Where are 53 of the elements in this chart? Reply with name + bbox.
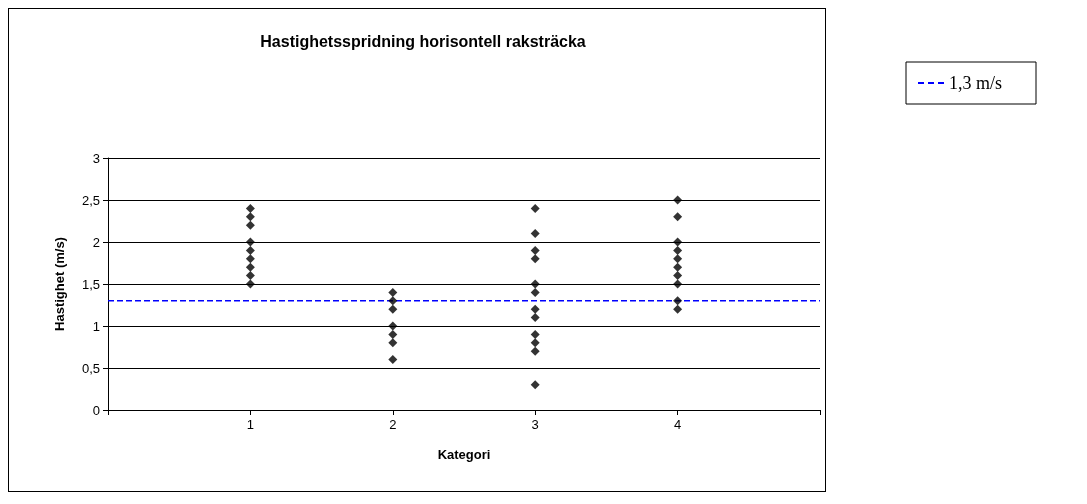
x-tick-label: 1 xyxy=(246,417,255,432)
point xyxy=(673,237,683,247)
point xyxy=(530,229,540,239)
point xyxy=(673,271,683,281)
point xyxy=(530,279,540,289)
point xyxy=(530,254,540,264)
point xyxy=(530,304,540,314)
point xyxy=(388,287,398,297)
point xyxy=(673,304,683,314)
point xyxy=(388,338,398,348)
point xyxy=(673,245,683,255)
point xyxy=(673,254,683,264)
point xyxy=(245,203,255,213)
y-tick-label: 0,5 xyxy=(81,360,100,376)
point xyxy=(530,203,540,213)
y-tick-label: 2 xyxy=(92,234,100,250)
point xyxy=(530,338,540,348)
legend-label: 1,3 m/s xyxy=(949,73,1003,93)
point xyxy=(245,237,255,247)
point xyxy=(673,296,683,306)
point xyxy=(388,304,398,314)
point xyxy=(388,329,398,339)
x-tick-label: 3 xyxy=(531,417,539,432)
point xyxy=(245,262,255,272)
point xyxy=(673,212,683,222)
point xyxy=(673,195,683,205)
point xyxy=(673,262,683,272)
point xyxy=(245,220,255,230)
point xyxy=(530,380,540,390)
point xyxy=(530,346,540,356)
y-tick-label: 3 xyxy=(92,150,100,166)
point xyxy=(673,279,683,289)
point xyxy=(245,271,255,281)
x-tick-label: 4 xyxy=(673,417,682,432)
point xyxy=(245,279,255,289)
point xyxy=(245,254,255,264)
y-tick-label: 0 xyxy=(92,402,100,418)
x-tick-label: 2 xyxy=(389,417,397,432)
point xyxy=(530,245,540,255)
point xyxy=(388,355,398,365)
point xyxy=(245,212,255,222)
chart-title: Hastighetsspridning horisontell raksträcka xyxy=(260,32,586,50)
point xyxy=(530,287,540,297)
point xyxy=(530,329,540,339)
point xyxy=(530,313,540,323)
y-tick-label: 1 xyxy=(92,318,100,334)
x-axis-title: Kategori xyxy=(437,447,491,462)
y-tick-label: 1,5 xyxy=(81,276,100,292)
y-axis-title: Hastighet (m/s) xyxy=(52,237,67,331)
y-tick-label: 2,5 xyxy=(81,192,100,208)
point xyxy=(245,245,255,255)
point xyxy=(388,321,398,331)
point xyxy=(388,296,398,306)
